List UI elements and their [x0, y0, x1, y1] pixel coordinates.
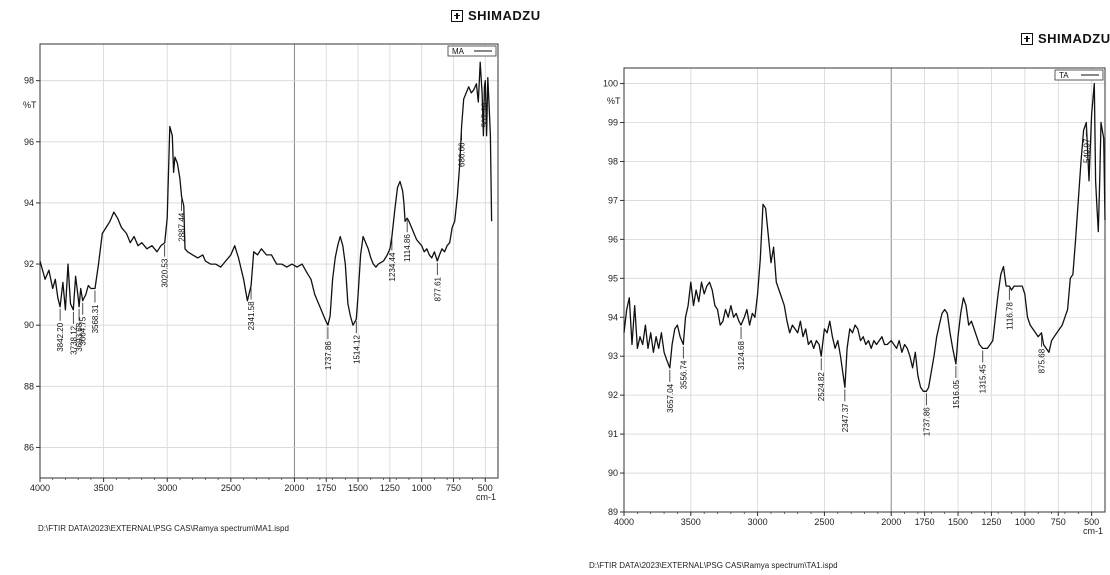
- y-tick-label: 90: [608, 468, 618, 478]
- peak-label: 1737.86: [922, 407, 931, 436]
- x-axis-unit-label: cm-1: [1083, 526, 1103, 536]
- peak-label: 1737.86: [324, 341, 333, 370]
- y-tick-label: 92: [608, 390, 618, 400]
- right-brand-logo: SHIMADZU: [1021, 31, 1110, 46]
- shimadzu-logo-icon: [1021, 32, 1033, 45]
- y-tick-label: 93: [608, 351, 618, 361]
- peak-label: 1116.78: [1005, 302, 1014, 330]
- peak-label: 1234.44: [388, 252, 397, 281]
- x-tick-label: 1000: [1015, 517, 1035, 527]
- x-tick-label: 2500: [814, 517, 834, 527]
- right-file-path: D:\FTIR DATA\2023\EXTERNAL\PSG CAS\Ramya…: [589, 561, 838, 570]
- x-tick-label: 3500: [681, 517, 701, 527]
- peak-label: 3738.12: [69, 325, 78, 354]
- y-tick-label: 99: [608, 118, 618, 128]
- left-file-path: D:\FTIR DATA\2023\EXTERNAL\PSG CAS\Ramya…: [38, 524, 289, 533]
- peak-label: 3664.75: [79, 316, 88, 345]
- peak-label: 1315.45: [979, 364, 988, 393]
- legend-label: MA: [452, 47, 465, 56]
- peak-label: 540.07: [1082, 138, 1091, 163]
- y-tick-label: 91: [608, 429, 618, 439]
- x-tick-label: 1250: [380, 483, 400, 493]
- peak-label: 3124.68: [737, 341, 746, 370]
- y-tick-label: 89: [608, 507, 618, 517]
- peak-label: 1516.05: [952, 379, 961, 408]
- x-tick-label: 500: [478, 483, 493, 493]
- x-tick-label: 750: [446, 483, 461, 493]
- y-tick-label: 92: [24, 259, 34, 269]
- y-tick-label: 88: [24, 381, 34, 391]
- peak-label: 686.66: [458, 142, 467, 167]
- x-tick-label: 1750: [915, 517, 935, 527]
- y-axis-label: %T: [23, 100, 37, 110]
- left-brand-logo: SHIMADZU: [451, 8, 541, 23]
- y-tick-label: 90: [24, 320, 34, 330]
- y-tick-label: 98: [24, 76, 34, 86]
- x-tick-label: 2500: [221, 483, 241, 493]
- x-tick-label: 3000: [157, 483, 177, 493]
- y-tick-label: 96: [24, 137, 34, 147]
- peak-label: 875.68: [1038, 348, 1047, 373]
- x-tick-label: 1250: [981, 517, 1001, 527]
- y-tick-label: 97: [608, 195, 618, 205]
- spectrum-line: [623, 82, 1106, 392]
- x-tick-label: 3500: [94, 483, 114, 493]
- x-tick-label: 4000: [614, 517, 634, 527]
- peak-label: 877.61: [433, 276, 442, 301]
- y-tick-label: 94: [24, 198, 34, 208]
- x-tick-label: 750: [1051, 517, 1066, 527]
- x-tick-label: 500: [1084, 517, 1099, 527]
- peak-label: 507.28: [480, 102, 489, 127]
- peak-label: 2887.44: [178, 212, 187, 241]
- x-tick-label: 1750: [316, 483, 336, 493]
- y-tick-label: 96: [608, 234, 618, 244]
- y-tick-label: 86: [24, 442, 34, 452]
- y-tick-label: 100: [603, 79, 618, 89]
- right-brand-name: SHIMADZU: [1038, 31, 1110, 46]
- peak-label: 2524.82: [817, 372, 826, 401]
- peak-label: 1514.12: [352, 335, 361, 364]
- x-tick-label: 3000: [748, 517, 768, 527]
- y-tick-label: 98: [608, 156, 618, 166]
- x-tick-label: 4000: [30, 483, 50, 493]
- peak-label: 2341.58: [247, 301, 256, 330]
- x-tick-label: 1500: [948, 517, 968, 527]
- y-tick-label: 94: [608, 312, 618, 322]
- peak-label: 3568.31: [91, 304, 100, 333]
- x-tick-label: 2000: [881, 517, 901, 527]
- peak-label: 3693.68: [75, 322, 84, 351]
- x-tick-label: 1000: [412, 483, 432, 493]
- x-tick-label: 2000: [284, 483, 304, 493]
- peak-label: 3020.53: [161, 258, 170, 287]
- x-axis-unit-label: cm-1: [476, 492, 496, 502]
- y-axis-label: %T: [607, 96, 621, 106]
- peak-label: 1114.86: [403, 234, 412, 262]
- x-tick-label: 1500: [348, 483, 368, 493]
- legend-label: TA: [1059, 71, 1069, 80]
- shimadzu-logo-icon: [451, 9, 463, 22]
- legend-box: [447, 45, 497, 57]
- peak-label: 3842.20: [56, 322, 65, 351]
- y-tick-label: 95: [608, 273, 618, 283]
- peak-label: 3657.04: [666, 383, 675, 412]
- spectrum-line: [39, 61, 493, 326]
- legend-box: [1054, 69, 1104, 81]
- left-brand-name: SHIMADZU: [468, 8, 541, 23]
- peak-label: 2347.37: [841, 403, 850, 432]
- peak-label: 3556.74: [679, 360, 688, 389]
